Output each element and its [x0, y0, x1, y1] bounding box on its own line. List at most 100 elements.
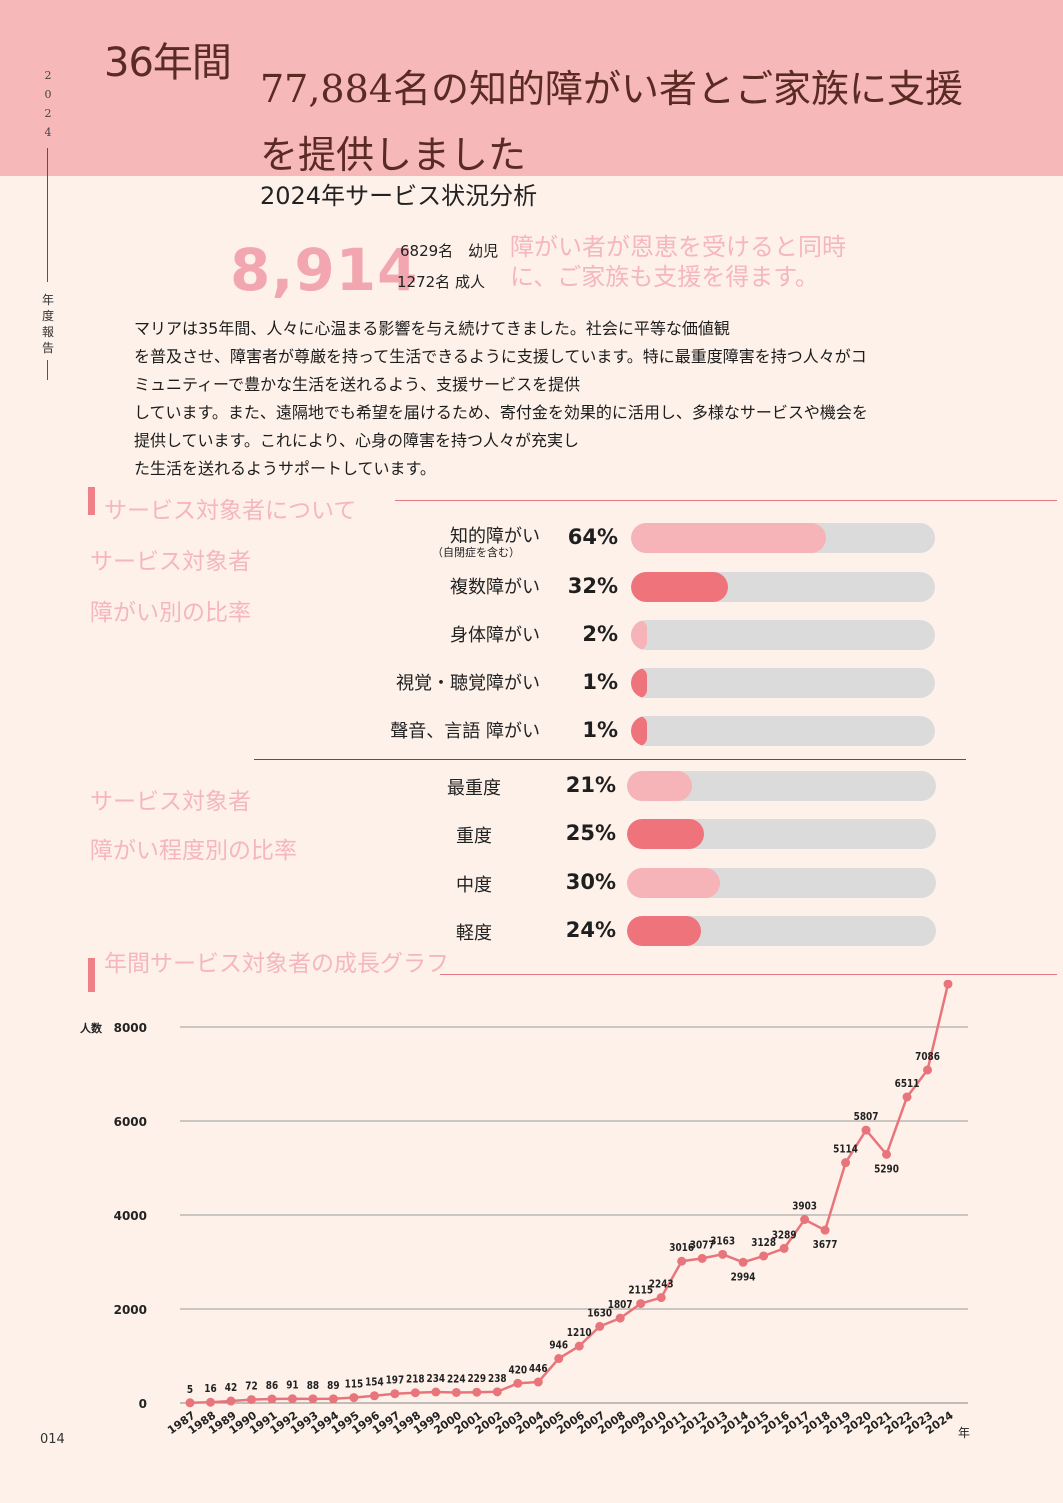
side-year-digit: 2	[44, 107, 52, 120]
data-point	[677, 1256, 687, 1266]
data-label: 5114	[833, 1144, 858, 1156]
data-point	[472, 1387, 482, 1397]
side-year-digit: 2	[44, 69, 52, 82]
data-point	[431, 1387, 441, 1397]
data-label: 218	[406, 1374, 425, 1386]
side-year: 2 0 2 4	[40, 66, 56, 142]
bar-fill	[631, 716, 647, 746]
data-label: 3077	[690, 1240, 715, 1252]
section-marker	[88, 958, 95, 992]
data-point	[820, 1225, 830, 1235]
side-label: 年度報告	[41, 293, 54, 355]
data-point	[738, 1257, 748, 1267]
side-year-digit: 0	[44, 88, 52, 101]
bar-label: 最重度	[447, 778, 501, 799]
data-label: 3677	[813, 1240, 838, 1252]
data-label: 5	[187, 1384, 193, 1396]
bar-percent: 2%	[582, 622, 618, 646]
header-banner	[0, 0, 1063, 176]
data-label: 2115	[628, 1285, 653, 1297]
section-marker	[88, 487, 95, 515]
data-label: 88	[307, 1380, 320, 1392]
sub-heading: 障がい別の比率	[90, 600, 251, 626]
data-label: 420	[508, 1365, 527, 1377]
data-label: 5290	[874, 1164, 899, 1176]
bar-fill	[631, 620, 647, 650]
data-label: 42	[225, 1382, 237, 1394]
section-rule	[440, 974, 1057, 975]
data-point	[861, 1125, 871, 1135]
bar-label: 視覚・聴覚障がい	[396, 673, 540, 694]
section-title: サービス対象者について	[104, 498, 357, 524]
tagline: 障がい者が恩恵を受けると同時に、ご家族も支援を得ます。	[510, 233, 846, 291]
data-label: 1807	[608, 1299, 633, 1311]
data-label: 1630	[587, 1308, 612, 1320]
y-tick-label: 6000	[114, 1115, 147, 1129]
sub-heading: サービス対象者	[90, 789, 251, 815]
bar-percent: 21%	[565, 773, 616, 797]
data-label: 86	[266, 1380, 279, 1392]
data-label: 3128	[751, 1237, 776, 1249]
bar-percent: 25%	[565, 821, 616, 845]
data-label: 7086	[915, 1051, 940, 1063]
page-number: 014	[40, 1432, 65, 1447]
data-label: 2994	[731, 1272, 756, 1284]
bar-track	[631, 572, 935, 602]
body-line: 提供しています。これにより、心身の障害を持つ人々が充実し	[134, 431, 579, 450]
data-label: 72	[245, 1381, 257, 1393]
data-point	[636, 1299, 646, 1309]
data-point	[882, 1149, 892, 1159]
data-point	[656, 1293, 666, 1303]
data-label: 115	[345, 1379, 364, 1391]
data-label: 229	[467, 1374, 486, 1386]
bar-fill	[631, 572, 729, 602]
body-line: を普及させ、障害者が尊厳を持って生活できるように支援しています。特に最重度障害を…	[134, 347, 867, 366]
sub-heading: 障がい程度別の比率	[90, 838, 297, 864]
bar-percent: 64%	[567, 525, 618, 549]
body-line: マリアは35年間、人々に心温まる影響を与え続けてきました。社会に平等な価値観	[134, 319, 730, 338]
bar-label: 聲音、言語 障がい	[390, 721, 540, 742]
data-point	[492, 1387, 502, 1397]
data-label: 16	[204, 1384, 217, 1396]
growth-line-chart: 02000400060008000人数年51987161988421989721…	[80, 980, 970, 1440]
y-axis-label: 人数	[80, 1021, 103, 1035]
bar-track	[627, 916, 936, 946]
data-point	[718, 1249, 728, 1259]
data-point	[554, 1354, 564, 1364]
children-count: 6829名 幼児	[400, 242, 499, 260]
data-point	[410, 1388, 420, 1398]
page-title: 77,884名の知的障がい者とご家族に支援を提供しました	[260, 67, 963, 177]
data-point	[615, 1313, 625, 1323]
subtitle: 2024年サービス状況分析	[260, 182, 538, 210]
data-point	[943, 980, 953, 989]
section-title: 年間サービス対象者の成長グラフ	[104, 951, 449, 977]
data-label: 91	[286, 1380, 299, 1392]
bar-label: 重度	[456, 826, 492, 847]
data-label: 154	[365, 1377, 384, 1389]
data-point	[759, 1251, 769, 1261]
data-point	[533, 1377, 543, 1387]
section-rule	[395, 500, 1057, 501]
data-point	[902, 1092, 912, 1102]
data-label: 234	[427, 1373, 446, 1385]
bar-fill	[627, 771, 692, 801]
data-label: 3903	[792, 1201, 817, 1213]
bar-track	[631, 523, 935, 553]
bar-fill	[627, 819, 705, 849]
bar-note: （自閉症を含む）	[432, 546, 520, 559]
data-point	[308, 1394, 318, 1404]
bar-label: 知的障がい	[450, 526, 540, 547]
data-point	[574, 1341, 584, 1351]
sub-heading: サービス対象者	[90, 549, 251, 575]
y-tick-label: 2000	[114, 1303, 147, 1317]
data-label: 3163	[710, 1236, 735, 1248]
adults-count: 1272名 成人	[397, 273, 485, 291]
data-point	[779, 1243, 789, 1253]
bar-track	[631, 716, 935, 746]
side-divider	[47, 360, 48, 380]
data-point	[267, 1394, 277, 1404]
bar-label: 中度	[456, 875, 492, 896]
bar-track	[627, 819, 936, 849]
total-count: 8,914	[230, 236, 419, 304]
data-point	[595, 1321, 605, 1331]
